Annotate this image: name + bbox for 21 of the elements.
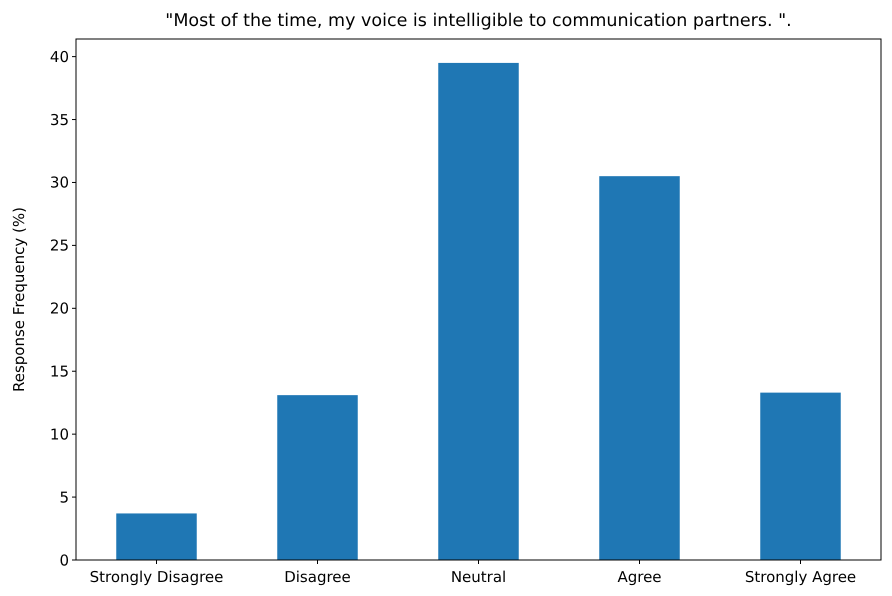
chart-title: "Most of the time, my voice is intelligible to communication partners. ". (165, 11, 792, 31)
y-tick-label: 5 (59, 488, 69, 506)
bar (116, 513, 197, 560)
bar (599, 176, 680, 560)
y-axis-title: Response Frequency (%) (10, 206, 28, 392)
y-tick-label: 15 (50, 362, 69, 380)
y-tick-label: 0 (59, 551, 69, 570)
bar (438, 62, 519, 560)
bar (760, 392, 841, 560)
y-tick-label: 25 (50, 236, 69, 255)
y-tick-label: 40 (50, 48, 69, 66)
x-tick-label: Strongly Disagree (90, 568, 224, 586)
y-tick-label: 35 (50, 110, 69, 129)
x-tick-label: Neutral (450, 568, 506, 586)
y-tick-label: 10 (50, 425, 69, 444)
x-tick-label: Strongly Agree (744, 568, 856, 586)
y-tick-label: 30 (50, 174, 69, 192)
bar (277, 395, 358, 560)
x-tick-label: Agree (617, 568, 662, 586)
y-tick-label: 20 (50, 300, 69, 318)
x-tick-label: Disagree (284, 568, 351, 586)
